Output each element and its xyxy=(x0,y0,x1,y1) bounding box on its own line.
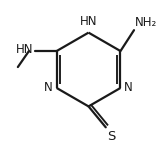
Text: NH₂: NH₂ xyxy=(135,16,157,29)
Text: N: N xyxy=(124,81,133,94)
Text: HN: HN xyxy=(16,43,34,56)
Text: S: S xyxy=(108,130,116,143)
Text: N: N xyxy=(44,81,53,94)
Text: HN: HN xyxy=(80,15,97,28)
